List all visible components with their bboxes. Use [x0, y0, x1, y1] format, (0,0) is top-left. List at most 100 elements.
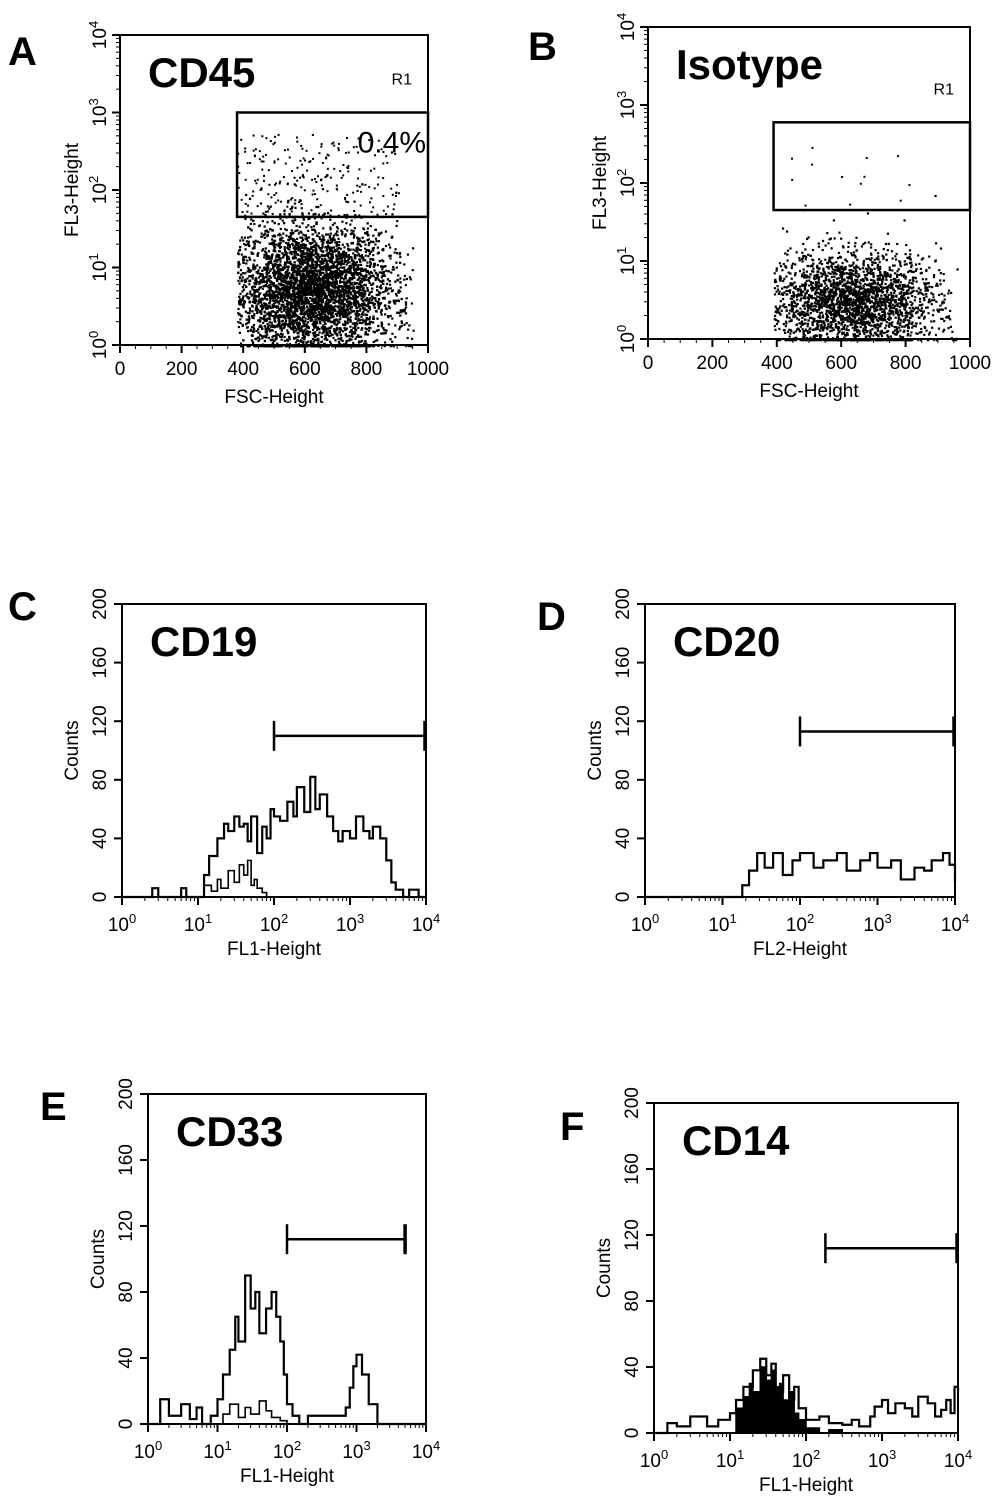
scatter-point: [244, 217, 247, 220]
scatter-point: [364, 232, 367, 235]
scatter-point: [288, 314, 292, 318]
scatter-point: [309, 308, 313, 311]
scatter-point: [370, 271, 374, 275]
scatter-point: [335, 319, 339, 322]
scatter-point: [304, 289, 307, 293]
scatter-point: [307, 229, 310, 233]
scatter-point: [379, 284, 383, 287]
scatter-point: [288, 244, 291, 247]
scatter-point: [297, 232, 300, 235]
scatter-point: [325, 273, 328, 276]
scatter-point: [281, 252, 284, 255]
scatter-point: [322, 227, 325, 230]
scatter-point: [257, 293, 261, 296]
scatter-point: [382, 327, 385, 330]
scatter-point: [262, 276, 265, 279]
scatter-point: [292, 301, 295, 304]
scatter-point: [301, 246, 305, 249]
scatter-point: [266, 265, 269, 268]
scatter-point: [326, 278, 330, 281]
scatter-point: [298, 225, 301, 228]
scatter-point: [253, 247, 256, 250]
scatter-point: [293, 302, 296, 305]
scatter-point: [369, 257, 372, 261]
y-tick-label: 100: [86, 331, 111, 359]
scatter-point: [348, 304, 351, 307]
scatter-point: [343, 257, 346, 260]
scatter-point: [350, 345, 353, 348]
scatter-point: [329, 214, 332, 217]
scatter-point: [244, 323, 248, 326]
scatter-point: [348, 277, 351, 280]
scatter-point: [386, 278, 390, 281]
scatter-point: [403, 263, 406, 266]
scatter-point: [315, 205, 318, 209]
scatter-point: [299, 254, 302, 258]
scatter-point: [332, 298, 335, 301]
scatter-point: [307, 273, 311, 276]
scatter-point: [339, 333, 342, 337]
scatter-point: [305, 292, 308, 295]
scatter-point: [289, 301, 292, 304]
scatter-point: [283, 246, 286, 249]
scatter-point: [302, 252, 305, 256]
scatter-point: [311, 279, 315, 282]
scatter-point: [278, 232, 281, 235]
scatter-point: [296, 294, 300, 297]
scatter-point: [321, 307, 325, 310]
scatter-point: [258, 282, 261, 285]
scatter-point: [285, 241, 288, 244]
scatter-point: [355, 321, 358, 324]
scatter-point: [287, 314, 290, 317]
panel-letter: A: [8, 30, 37, 74]
scatter-point: [364, 254, 367, 257]
scatter-point: [327, 268, 331, 271]
scatter-point: [317, 333, 320, 337]
scatter-point: [280, 268, 283, 271]
scatter-point: [303, 245, 307, 248]
scatter-point: [264, 276, 267, 279]
scatter-point: [244, 272, 247, 275]
scatter-point: [364, 268, 367, 271]
scatter-point: [271, 338, 274, 342]
scatter-point: [389, 345, 392, 348]
scatter-point: [338, 240, 341, 244]
scatter-point: [340, 345, 343, 348]
scatter-point: [254, 277, 258, 280]
scatter-point: [312, 225, 316, 228]
scatter-point: [281, 273, 284, 277]
scatter-point: [347, 318, 350, 321]
scatter-point: [273, 311, 276, 314]
scatter-point: [242, 239, 245, 242]
scatter-point: [337, 237, 340, 240]
scatter-point: [285, 261, 289, 264]
scatter-point: [301, 298, 304, 302]
scatter-point: [248, 300, 251, 303]
scatter-point: [317, 345, 320, 348]
scatter-point: [313, 217, 317, 220]
scatter-point: [367, 278, 370, 281]
scatter-point: [335, 254, 338, 257]
scatter-point: [347, 293, 350, 296]
scatter-point: [334, 269, 337, 273]
scatter-point: [321, 332, 324, 335]
scatter-point: [278, 250, 281, 253]
scatter-point: [320, 285, 323, 288]
scatter-point: [344, 313, 347, 316]
scatter-point: [338, 285, 341, 289]
scatter-point: [376, 289, 379, 292]
scatter-point: [366, 289, 370, 292]
scatter-point: [283, 289, 287, 292]
x-tick-label: 0: [115, 359, 126, 380]
scatter-point: [294, 301, 298, 304]
scatter-point: [318, 331, 321, 334]
scatter-point: [342, 271, 345, 274]
scatter-point: [238, 263, 241, 266]
scatter-point: [290, 266, 294, 269]
scatter-point: [338, 257, 341, 260]
scatter-point: [358, 237, 361, 240]
scatter-point: [277, 254, 280, 257]
scatter-point: [371, 301, 374, 304]
scatter-point: [326, 241, 329, 245]
